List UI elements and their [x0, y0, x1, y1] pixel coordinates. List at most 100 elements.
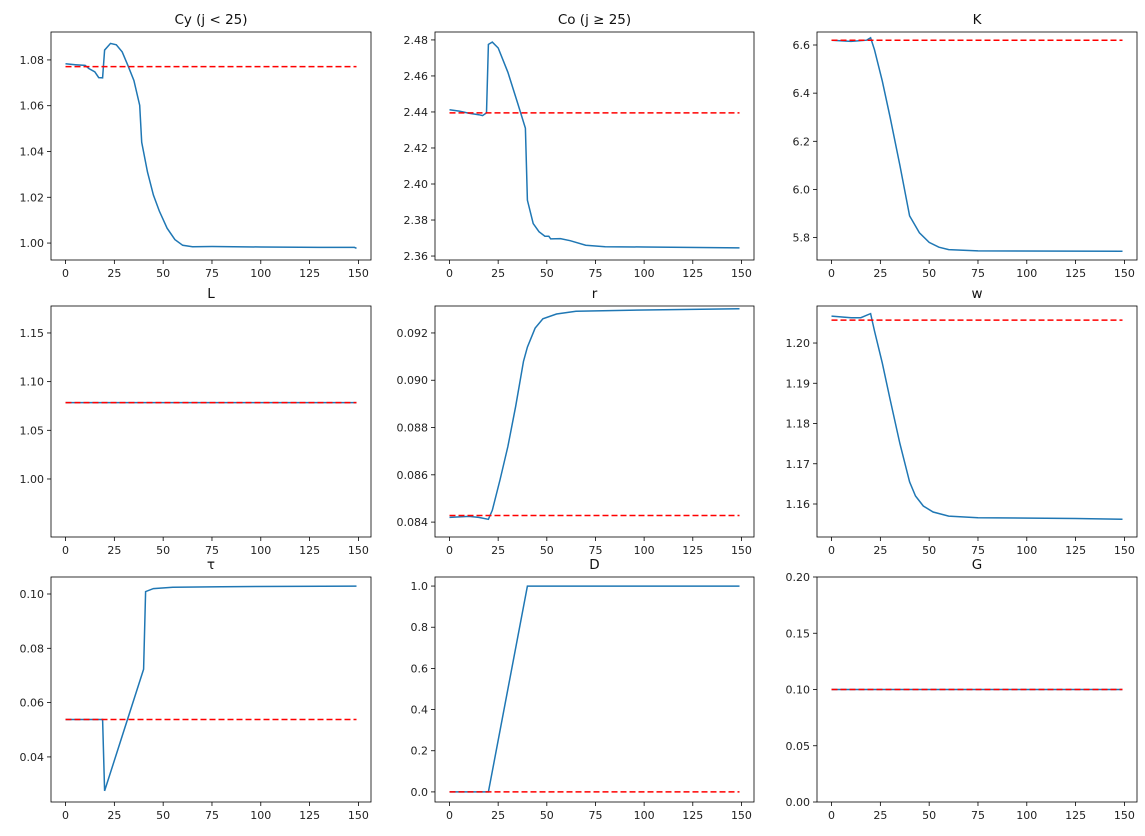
y-tick-label: 0.2 — [411, 745, 429, 758]
x-tick-label: 150 — [1114, 544, 1135, 557]
x-tick-label: 50 — [156, 544, 170, 557]
x-tick-label: 75 — [971, 544, 985, 557]
y-tick-label: 0.06 — [20, 697, 45, 710]
x-tick-label: 0 — [446, 544, 453, 557]
y-tick-label: 0.10 — [786, 684, 811, 697]
y-tick-label: 0.090 — [397, 374, 429, 387]
x-tick-label: 25 — [491, 267, 505, 280]
subplot-title: L — [207, 286, 215, 302]
y-tick-label: 1.16 — [786, 498, 811, 511]
subplot-title: Cy (j < 25) — [174, 12, 247, 28]
series-line — [831, 312, 1123, 521]
x-tick-label: 75 — [588, 267, 602, 280]
x-tick-label: 25 — [107, 809, 121, 822]
y-tick-label: 0.092 — [397, 327, 429, 340]
y-tick-label: 1.18 — [786, 418, 811, 431]
x-tick-label: 25 — [873, 267, 887, 280]
y-tick-label: 1.15 — [20, 327, 45, 340]
y-tick-label: 1.0 — [411, 580, 429, 593]
x-tick-label: 0 — [62, 544, 69, 557]
x-tick-label: 75 — [205, 267, 219, 280]
axes-frame — [434, 305, 755, 538]
axes-frame — [434, 576, 755, 803]
y-tick-label: 0.04 — [20, 751, 45, 764]
subplot-7: τ 0 25 50 75 100 125 150 0.04 0.06 0.08 0.10 — [20, 557, 372, 822]
x-tick-label: 0 — [828, 267, 835, 280]
x-tick-label: 50 — [540, 809, 554, 822]
x-tick-label: 50 — [156, 267, 170, 280]
y-tick-label: 1.19 — [786, 377, 811, 390]
x-tick-label: 125 — [682, 544, 703, 557]
x-tick-label: 150 — [348, 267, 369, 280]
y-tick-label: 1.08 — [20, 54, 45, 67]
subplot-6: w 0 25 50 75 100 125 150 1.16 1.17 1.18 1.19 1.20 — [786, 286, 1138, 557]
y-tick-label: 0.6 — [411, 662, 429, 675]
subplot-5: r 0 25 50 75 100 125 150 0.084 0.086 0.088 0.090 0.0… — [397, 286, 755, 557]
x-tick-label: 75 — [205, 809, 219, 822]
x-tick-label: 100 — [634, 267, 655, 280]
x-tick-label: 100 — [634, 809, 655, 822]
y-tick-label: 1.05 — [20, 424, 45, 437]
series-line — [831, 36, 1123, 253]
y-tick-label: 0.05 — [786, 740, 811, 753]
y-tick-label: 1.00 — [20, 237, 45, 250]
x-tick-label: 100 — [250, 809, 271, 822]
x-tick-label: 100 — [250, 544, 271, 557]
y-tick-label: 6.0 — [793, 183, 811, 196]
x-tick-label: 100 — [1016, 809, 1037, 822]
y-tick-label: 2.44 — [404, 106, 429, 119]
x-tick-label: 25 — [491, 544, 505, 557]
y-tick-label: 0.086 — [397, 469, 429, 482]
subplot-title: r — [592, 286, 598, 302]
x-tick-label: 0 — [828, 809, 835, 822]
x-tick-label: 50 — [922, 267, 936, 280]
x-tick-label: 50 — [540, 267, 554, 280]
x-tick-label: 150 — [731, 267, 752, 280]
y-tick-label: 1.06 — [20, 100, 45, 113]
y-tick-label: 2.36 — [404, 250, 429, 263]
axes-frame — [816, 576, 1138, 803]
x-tick-label: 75 — [588, 544, 602, 557]
y-tick-label: 1.00 — [20, 473, 45, 486]
y-tick-label: 6.2 — [793, 135, 811, 148]
x-tick-label: 150 — [1114, 809, 1135, 822]
subplot-2: Co (j ≥ 25) 0 25 50 75 100 125 150 2.36 2.38 2.40 2… — [404, 12, 755, 280]
y-tick-label: 6.6 — [793, 39, 811, 52]
x-tick-label: 75 — [205, 544, 219, 557]
y-tick-label: 1.10 — [20, 376, 45, 389]
subplot-title: Co (j ≥ 25) — [558, 12, 631, 28]
y-tick-label: 0.084 — [397, 516, 429, 529]
x-tick-label: 100 — [634, 544, 655, 557]
subplot-8: D 0 25 50 75 100 125 150 0.0 0.2 0.4 0.6 0.8 1.0 — [411, 557, 755, 822]
x-tick-label: 150 — [348, 544, 369, 557]
y-tick-label: 0.088 — [397, 422, 429, 435]
subplot-title: G — [972, 557, 982, 573]
x-tick-label: 0 — [828, 544, 835, 557]
x-tick-label: 150 — [348, 809, 369, 822]
subplot-4: L 0 25 50 75 100 125 150 1.00 1.05 1.10 1.15 — [20, 286, 372, 557]
x-tick-label: 100 — [250, 267, 271, 280]
subplot-title: K — [973, 12, 983, 28]
series-line — [65, 585, 357, 792]
x-tick-label: 0 — [446, 267, 453, 280]
series-line — [449, 41, 740, 249]
y-tick-label: 2.40 — [404, 178, 429, 191]
x-tick-label: 50 — [156, 809, 170, 822]
x-tick-label: 125 — [1065, 544, 1086, 557]
axes-frame — [816, 305, 1138, 538]
subplot-1: Cy (j < 25) 0 25 50 75 100 125 150 1.00 1.02 1.04 1… — [20, 12, 372, 280]
x-tick-label: 50 — [922, 544, 936, 557]
x-tick-label: 125 — [299, 267, 320, 280]
x-tick-label: 25 — [873, 809, 887, 822]
y-tick-label: 0.10 — [20, 588, 45, 601]
axes-frame — [434, 31, 755, 261]
x-tick-label: 75 — [971, 267, 985, 280]
subplot-3: K 0 25 50 75 100 125 150 5.8 6.0 6.2 6.4 6.6 — [793, 12, 1138, 280]
x-tick-label: 125 — [299, 809, 320, 822]
y-tick-label: 1.20 — [786, 337, 811, 350]
x-tick-label: 125 — [1065, 809, 1086, 822]
x-tick-label: 25 — [107, 544, 121, 557]
x-tick-label: 150 — [731, 544, 752, 557]
x-tick-label: 25 — [873, 544, 887, 557]
x-tick-label: 25 — [107, 267, 121, 280]
